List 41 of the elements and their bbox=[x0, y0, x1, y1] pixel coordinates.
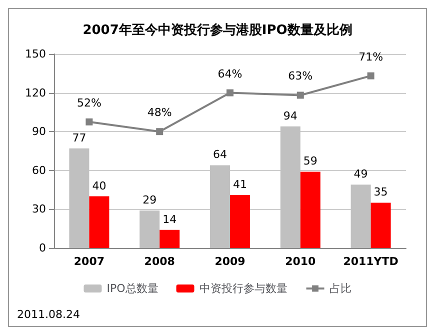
x-tick-label: 2011YTD bbox=[343, 255, 398, 268]
data-label: 59 bbox=[303, 154, 318, 168]
y-tick-label: 90 bbox=[32, 125, 46, 138]
legend-label: 中资投行参与数量 bbox=[199, 282, 288, 295]
data-label: 40 bbox=[92, 179, 106, 192]
chart-title: 2007年至今中资投行参与港股IPO数量及比例 bbox=[82, 22, 352, 38]
point bbox=[226, 89, 234, 96]
legend-label: IPO总数量 bbox=[106, 282, 158, 295]
data-label: 48% bbox=[147, 106, 172, 120]
point bbox=[86, 118, 93, 126]
bar bbox=[300, 172, 320, 248]
data-label: 64% bbox=[218, 67, 242, 80]
bar bbox=[160, 230, 180, 248]
text: 2011.08.24 bbox=[17, 308, 80, 321]
y-tick-label: 120 bbox=[25, 86, 46, 100]
data-label: 35 bbox=[374, 186, 388, 199]
bar bbox=[230, 194, 250, 248]
y-tick-label: 0 bbox=[39, 242, 46, 254]
legend-label: 占比 bbox=[329, 282, 352, 295]
point bbox=[156, 128, 164, 136]
x-tick-label: 2008 bbox=[144, 255, 175, 268]
data-label: 63% bbox=[288, 70, 313, 83]
bar bbox=[89, 196, 110, 248]
data-label: 71% bbox=[358, 50, 384, 64]
bar bbox=[370, 202, 391, 248]
data-label: 14 bbox=[162, 212, 177, 226]
data-label: 41 bbox=[233, 178, 247, 191]
data-label: 64 bbox=[213, 148, 227, 162]
x-tick-label: 2010 bbox=[285, 255, 316, 268]
data-label: 94 bbox=[283, 109, 298, 122]
data-label: 77 bbox=[72, 131, 86, 144]
x-tick-label: 2007 bbox=[74, 255, 105, 268]
data-label: 52% bbox=[76, 96, 102, 110]
y-tick-label: 150 bbox=[25, 48, 46, 60]
data-label: 29 bbox=[142, 193, 157, 206]
x-tick-label: 2009 bbox=[214, 255, 246, 268]
data-label: 49 bbox=[354, 168, 368, 181]
y-tick-label: 30 bbox=[32, 202, 46, 216]
point bbox=[296, 92, 304, 99]
y-tick-label: 60 bbox=[32, 164, 46, 177]
point bbox=[367, 72, 374, 80]
